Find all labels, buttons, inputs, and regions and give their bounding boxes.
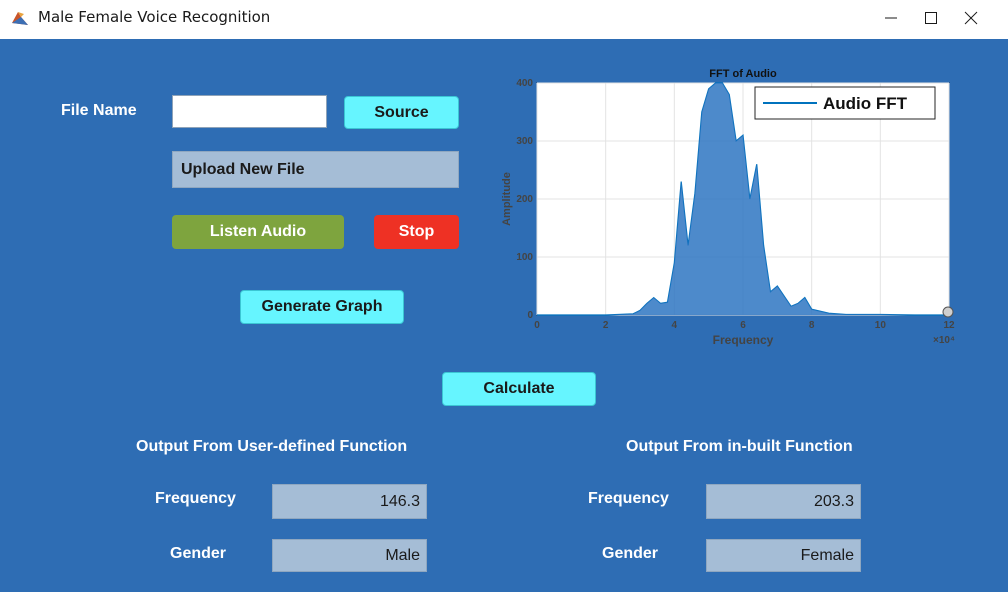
user-gender-label: Gender (170, 545, 227, 562)
maximize-button[interactable] (908, 0, 954, 36)
fft-series-line (537, 82, 949, 316)
fft-chart: FFT of Audio 0 2 4 6 8 10 12 0 100 200 300 400 Freq… (490, 65, 970, 361)
x-tick-label: 12 (943, 320, 955, 331)
user-frequency-label: Frequency (155, 490, 236, 507)
legend-label: Audio FFT (823, 94, 908, 113)
x-tick-label: 2 (603, 320, 609, 331)
x-tick-label: 10 (875, 320, 887, 331)
builtin-gender-label: Gender (602, 545, 659, 562)
x-tick-label: 8 (809, 320, 815, 331)
close-icon (964, 11, 978, 25)
y-tick-label: 200 (516, 194, 533, 205)
upload-new-file-field[interactable]: Upload New File (172, 151, 459, 188)
builtin-frequency-value: 203.3 (706, 484, 861, 519)
window-title: Male Female Voice Recognition (38, 8, 271, 26)
y-tick-label: 400 (516, 78, 533, 89)
builtin-gender-value: Female (706, 539, 861, 572)
y-tick-label: 100 (516, 252, 533, 263)
x-tick-label: 0 (534, 320, 540, 331)
user-frequency-value: 146.3 (272, 484, 427, 519)
maximize-icon (925, 12, 937, 24)
listen-audio-button[interactable]: Listen Audio (172, 215, 344, 249)
minimize-button[interactable] (868, 0, 914, 36)
calculate-button[interactable]: Calculate (442, 372, 596, 406)
chart-legend: Audio FFT (754, 86, 936, 120)
file-name-label: File Name (61, 102, 137, 119)
user-gender-value: Male (272, 539, 427, 572)
fft-chart-svg: FFT of Audio 0 2 4 6 8 10 12 0 100 200 300 400 Freq… (501, 68, 955, 347)
minimize-icon (885, 17, 897, 19)
data-cursor-handle[interactable] (942, 306, 954, 318)
fft-series-area (537, 83, 949, 315)
x-tick-label: 6 (740, 320, 746, 331)
stop-button[interactable]: Stop (374, 215, 459, 249)
close-button[interactable] (948, 0, 994, 36)
generate-graph-button[interactable]: Generate Graph (240, 290, 404, 324)
x-tick-label: 4 (672, 320, 678, 331)
user-defined-heading: Output From User-defined Function (136, 438, 408, 455)
chart-title: FFT of Audio (709, 68, 777, 80)
title-bar: Male Female Voice Recognition (0, 0, 1008, 38)
y-tick-label: 300 (516, 136, 533, 147)
file-name-input[interactable] (172, 95, 327, 128)
builtin-frequency-label: Frequency (588, 490, 669, 507)
source-button[interactable]: Source (344, 96, 459, 129)
matlab-icon (12, 12, 28, 25)
y-axis-label: Amplitude (501, 172, 513, 226)
x-axis-label: Frequency (713, 333, 774, 347)
y-tick-label: 0 (527, 310, 533, 321)
x-axis-exponent: ×10⁴ (933, 335, 955, 346)
builtin-heading: Output From in-built Function (626, 438, 853, 455)
